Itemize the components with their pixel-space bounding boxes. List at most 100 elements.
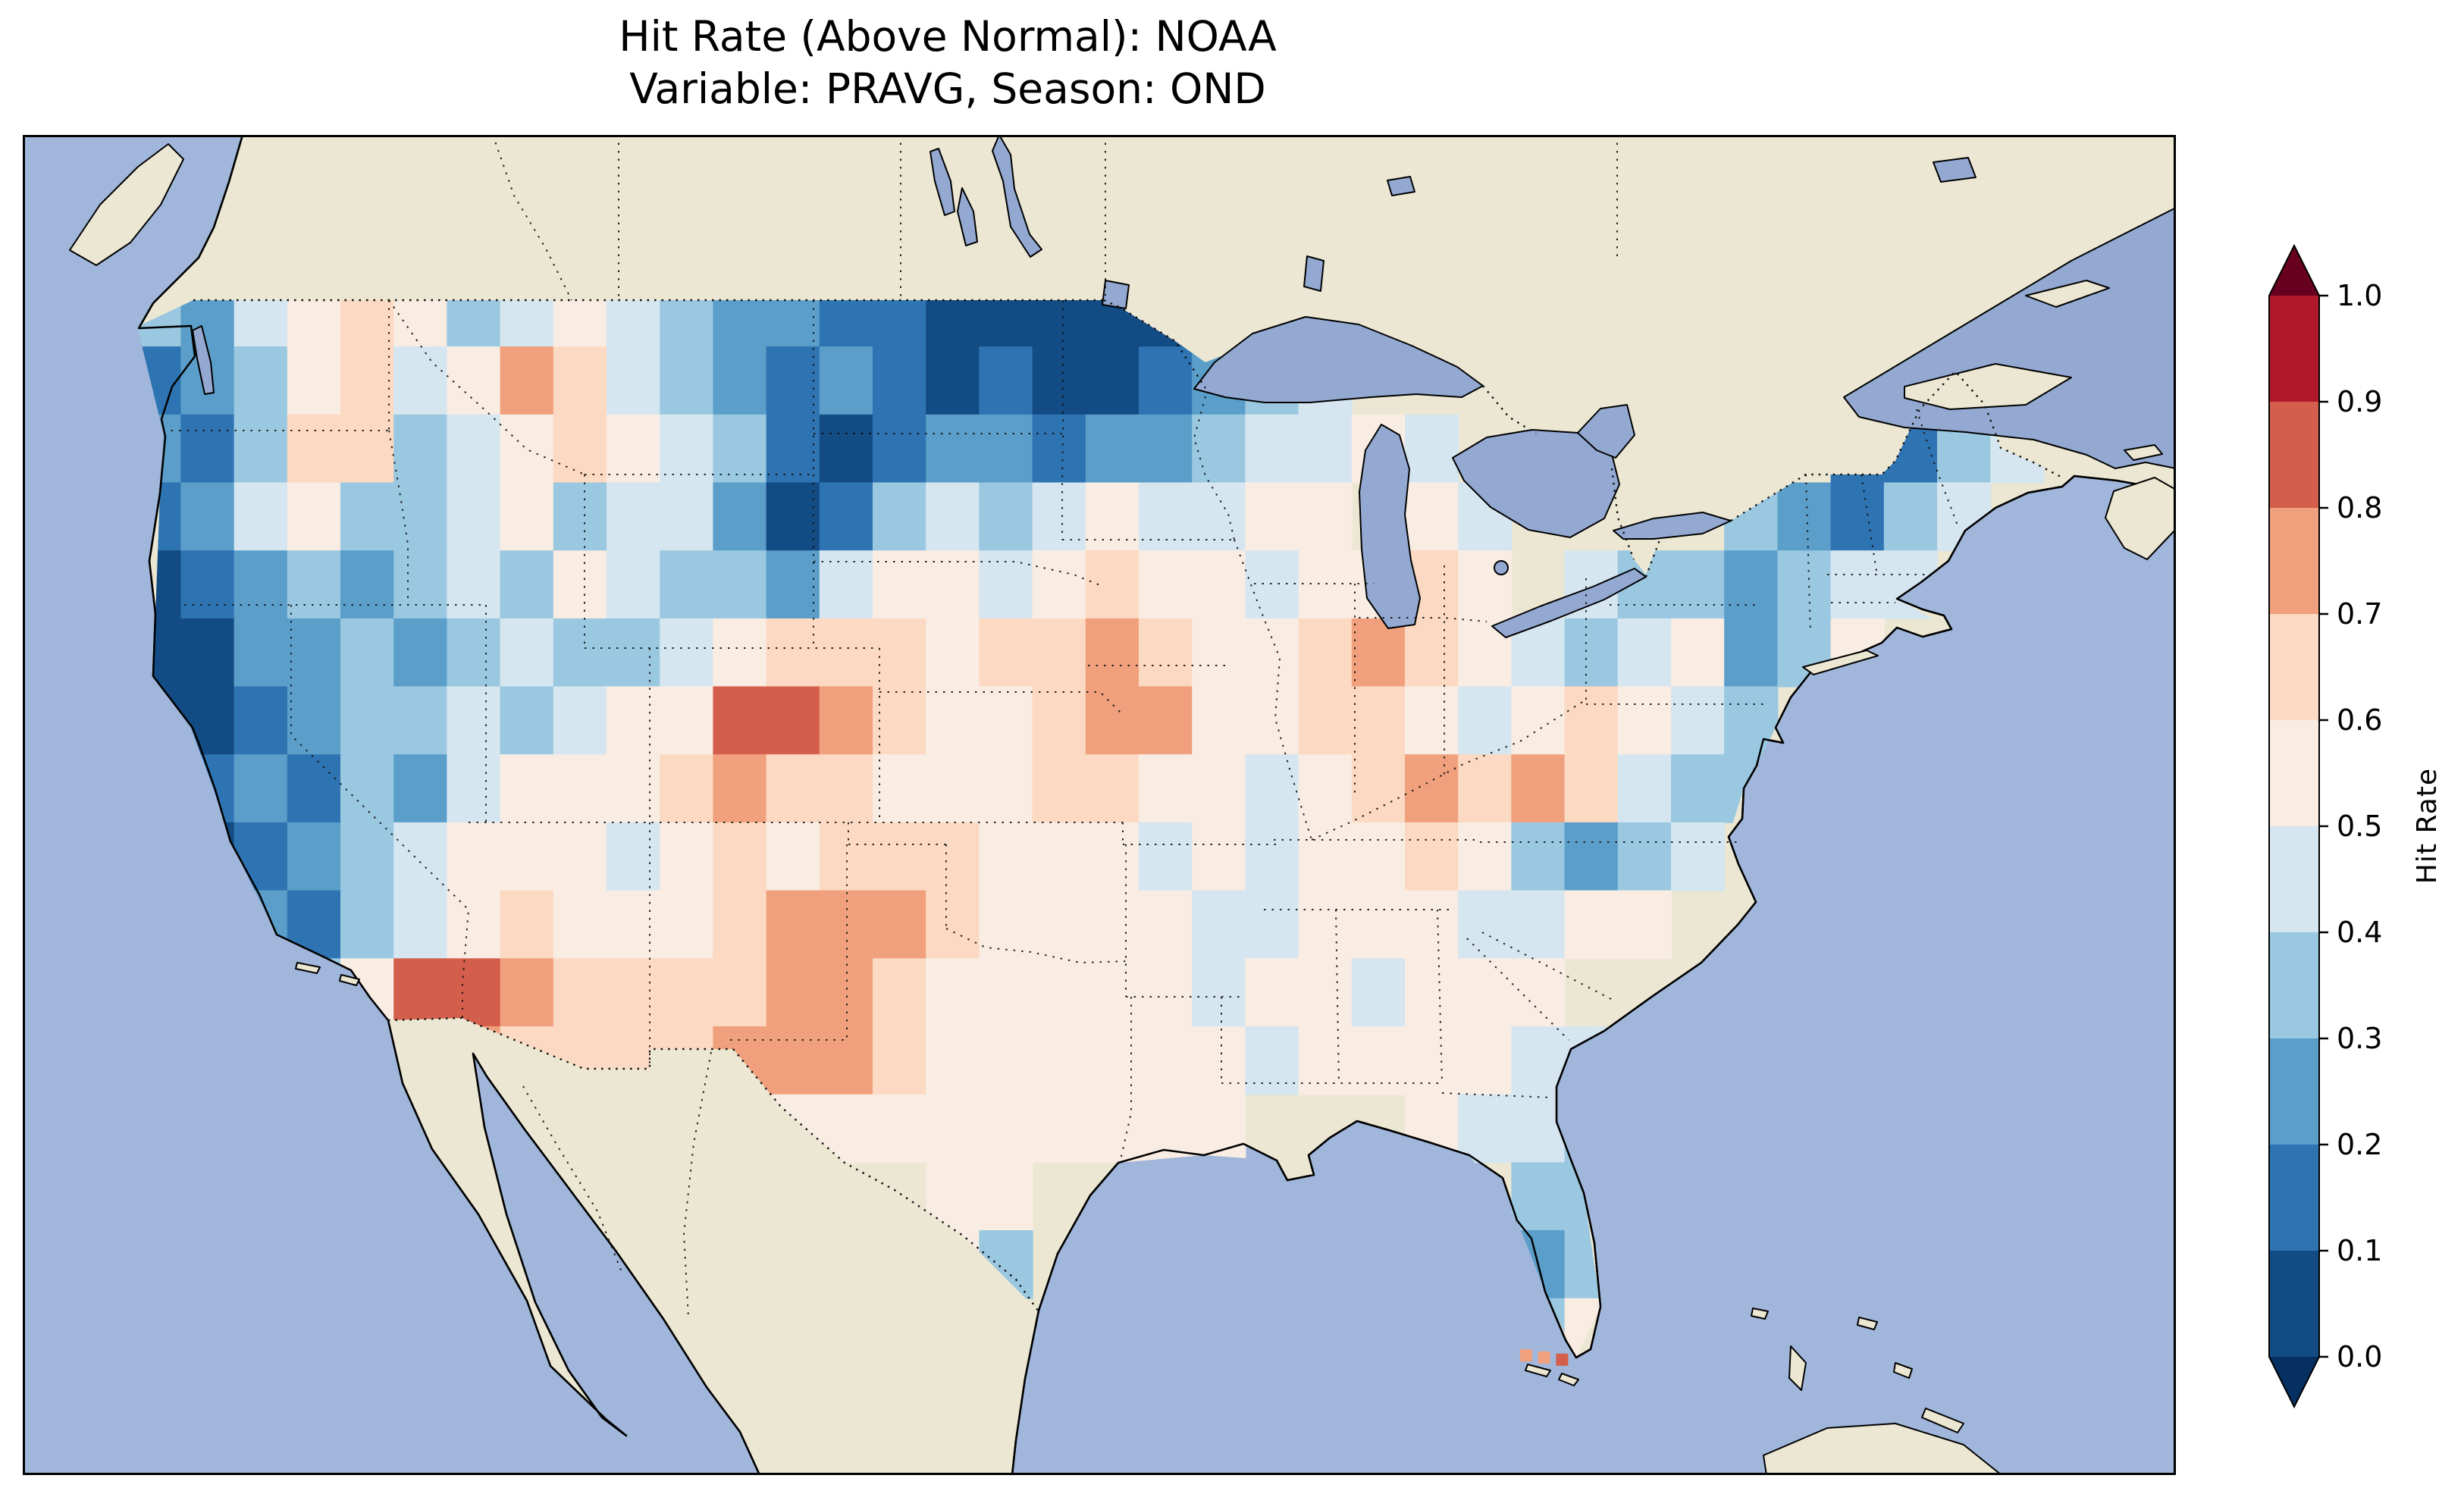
heatmap-cell: [1351, 754, 1406, 823]
prince-edward-island: [2124, 444, 2163, 461]
heatmap-cell: [447, 300, 501, 348]
heatmap-cell: [1351, 686, 1406, 756]
heatmap-cell: [234, 618, 288, 687]
heatmap-cell: [447, 754, 501, 823]
heatmap-cell: [234, 550, 288, 619]
heatmap-cell: [1298, 686, 1353, 756]
heatmap-cell: [607, 482, 661, 552]
heatmap-cell: [873, 550, 927, 619]
heatmap-cell: [819, 1026, 873, 1095]
heatmap-cell: [553, 300, 607, 348]
colorbar-segment: [2269, 826, 2319, 933]
heatmap-cell: [1724, 618, 1779, 687]
heatmap-cell: [500, 822, 554, 891]
heatmap-cell: [1617, 686, 1672, 756]
heatmap-cell: [1139, 686, 1193, 756]
chart-title: Hit Rate (Above Normal): NOAA Variable: …: [23, 11, 1873, 115]
heatmap-cell: [1298, 618, 1353, 687]
heatmap-cell: [1298, 1026, 1353, 1095]
heatmap-cell: [393, 346, 448, 415]
heatmap-cell: [340, 822, 395, 891]
chart-title-line2: Variable: PRAVG, Season: OND: [629, 64, 1266, 113]
lake-huron: [1452, 429, 1620, 538]
heatmap-cell: [1245, 1026, 1299, 1095]
heatmap-cell: [1085, 550, 1140, 619]
heatmap-cell: [1032, 482, 1086, 552]
colorbar-segment: [2269, 1038, 2319, 1145]
heatmap-cell: [1405, 618, 1459, 687]
heatmap-cell: [1139, 550, 1193, 619]
florida-keys-1: [1525, 1364, 1551, 1377]
colorbar-tick-label: 1.0: [2337, 279, 2383, 312]
heatmap-cell: [1671, 550, 1726, 619]
lake-michigan: [1359, 424, 1421, 629]
heatmap-cell: [1032, 822, 1086, 891]
heatmap-cell: [1085, 890, 1140, 960]
heatmap-cell: [766, 300, 820, 348]
heatmap-cell: [553, 414, 607, 484]
heatmap-cell: [1351, 958, 1406, 1027]
heatmap-cell: [607, 414, 661, 484]
heatmap-cell: [607, 618, 661, 687]
lake-winnipeg: [992, 135, 1042, 258]
bahamas-island-4: [1921, 1408, 1964, 1433]
heatmap-cell: [873, 618, 927, 687]
heatmap-cell: [1298, 958, 1353, 1027]
heatmap-cell: [979, 822, 1033, 891]
heatmap-cell: [873, 1026, 927, 1095]
heatmap-cell: [500, 890, 554, 960]
heatmap-cell: [1032, 686, 1086, 756]
heatmap-cell: [234, 686, 288, 756]
heatmap-cell: [1032, 618, 1086, 687]
heatmap-cell: [1830, 550, 1885, 619]
heatmap-cell: [979, 686, 1033, 756]
heatmap-cell: [1139, 754, 1193, 823]
heatmap-cell: [607, 958, 661, 1027]
heatmap-cell: [873, 300, 927, 348]
heatmap-cell: [1351, 890, 1406, 960]
heatmap-cell: [1777, 482, 1832, 552]
heatmap-cell: [1032, 958, 1086, 1027]
heatmap-cell: [660, 890, 714, 960]
heatmap-cell: [1192, 1094, 1246, 1164]
heatmap-cell: [340, 300, 395, 348]
heatmap-cell: [979, 958, 1033, 1027]
heatmap-cell: [1298, 754, 1353, 823]
heatmap-cell: [1245, 822, 1299, 891]
heatmap-cell: [607, 890, 661, 960]
heatmap-cell: [713, 618, 767, 687]
heatmap-cell: [979, 414, 1033, 484]
colorbar-tick-label: 0.9: [2337, 385, 2383, 418]
heatmap-cell: [1883, 482, 1938, 552]
heatmap-cell: [553, 346, 607, 415]
heatmap-cell: [660, 300, 714, 348]
axes-frame: [23, 135, 2176, 1475]
heatmap-cell: [660, 482, 714, 552]
heatmap-cell: [287, 300, 341, 348]
colorbar-segment: [2269, 402, 2319, 509]
heatmap-cell: [926, 618, 980, 687]
heatmap-cell: [979, 346, 1033, 415]
heatmap-cell: [1245, 754, 1299, 823]
heatmap-cell: [1671, 822, 1726, 891]
heatmap-cell: [1671, 686, 1726, 756]
colorbar: [2268, 243, 2330, 1409]
map-canvas: [23, 135, 2176, 1475]
heatmap-cell: [234, 346, 288, 415]
heatmap-cell: [447, 550, 501, 619]
heatmap-cell: [1032, 1094, 1086, 1164]
heatmap-cell: [1032, 754, 1086, 823]
heatmap-cell: [1511, 822, 1566, 891]
heatmap-cell: [1511, 1162, 1566, 1232]
puget-sound: [192, 325, 215, 395]
heatmap-cell: [713, 300, 767, 348]
heatmap-cell: [713, 958, 767, 1027]
bahamas-island-2: [1893, 1362, 1913, 1379]
heatmap-cell: [287, 550, 341, 619]
colorbar-tick-label: 0.4: [2337, 916, 2383, 949]
heatmap-cell: [500, 550, 554, 619]
colorbar-tick-label: 0.1: [2337, 1234, 2383, 1267]
heatmap-cell: [926, 550, 980, 619]
heatmap-cell: [873, 414, 927, 484]
